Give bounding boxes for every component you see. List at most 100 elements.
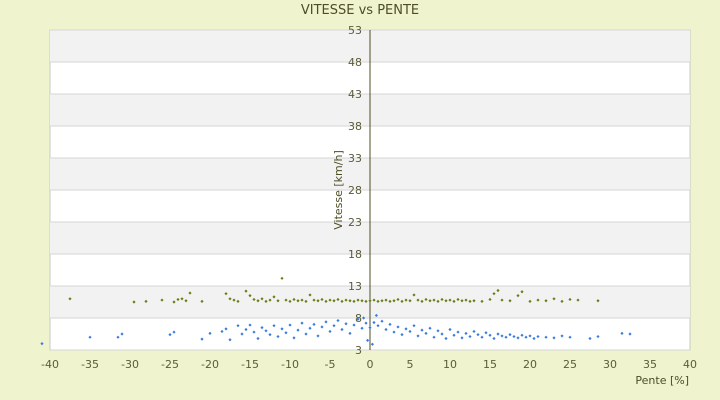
data-point-series-2: [524, 335, 528, 339]
data-point-series-2: [384, 327, 388, 332]
data-point-series-2: [324, 320, 328, 324]
data-point-series-2: [372, 320, 376, 325]
data-point-series-2: [468, 334, 472, 339]
data-point-series-1: [180, 297, 184, 301]
data-point-series-1: [376, 299, 380, 303]
data-point-series-2: [220, 329, 224, 334]
data-point-series-1: [468, 299, 472, 303]
data-point-series-2: [316, 334, 320, 338]
data-point-series-2: [208, 331, 212, 335]
data-point-series-1: [440, 297, 444, 302]
data-point-series-1: [236, 299, 240, 303]
data-point-series-2: [504, 335, 508, 339]
data-point-series-1: [372, 298, 376, 302]
data-point-series-1: [344, 298, 348, 302]
data-point-series-1: [256, 299, 260, 303]
data-point-series-1: [384, 298, 388, 302]
data-point-series-1: [460, 299, 464, 303]
x-tick-label: 10: [443, 358, 457, 371]
data-point-series-2: [304, 332, 308, 336]
data-point-series-1: [348, 299, 352, 303]
data-point-series-1: [356, 298, 360, 302]
data-point-series-2: [400, 333, 404, 337]
data-point-series-2: [516, 336, 520, 340]
data-point-series-2: [472, 329, 476, 334]
data-point-series-2: [256, 336, 260, 341]
x-tick-label: -30: [121, 358, 139, 371]
data-point-series-1: [408, 299, 412, 303]
data-point-series-1: [488, 297, 492, 302]
data-point-series-1: [172, 300, 176, 304]
data-point-series-1: [508, 299, 512, 303]
data-point-series-1: [544, 299, 548, 303]
data-point-series-2: [520, 333, 524, 337]
x-tick-label: 15: [483, 358, 497, 371]
data-point-series-1: [364, 299, 368, 303]
data-point-series-2: [240, 332, 244, 336]
data-point-series-2: [366, 338, 370, 342]
x-tick-label: -40: [41, 358, 59, 371]
data-point-series-1: [412, 293, 416, 297]
data-point-series-2: [260, 326, 264, 330]
data-point-series-2: [464, 331, 468, 335]
data-point-series-2: [264, 329, 268, 333]
data-point-series-2: [376, 324, 380, 328]
x-tick-label: 25: [563, 358, 577, 371]
x-tick-label: -35: [81, 358, 99, 371]
data-point-series-2: [276, 334, 280, 339]
data-point-series-1: [352, 299, 356, 303]
data-point-series-1: [200, 299, 204, 303]
data-point-series-1: [464, 298, 468, 302]
y-tick-label: 53: [348, 24, 362, 37]
data-point-series-2: [374, 313, 378, 318]
data-point-series-1: [264, 299, 268, 303]
y-tick-label: 18: [348, 248, 362, 261]
data-point-series-2: [424, 331, 428, 335]
data-point-series-2: [456, 330, 460, 334]
data-point-series-1: [296, 299, 300, 303]
data-point-series-2: [244, 327, 248, 332]
x-tick-label: 30: [603, 358, 617, 371]
data-point-series-1: [268, 298, 272, 302]
data-point-series-2: [588, 336, 592, 341]
data-point-series-1: [272, 295, 276, 299]
data-point-series-1: [224, 292, 228, 296]
y-axis-label: Vitesse [km/h]: [332, 150, 345, 230]
data-point-series-2: [452, 333, 456, 337]
data-point-series-2: [288, 323, 292, 327]
data-point-series-1: [472, 299, 476, 303]
data-point-series-1: [316, 299, 320, 303]
data-point-series-2: [388, 322, 392, 326]
data-point-series-2: [332, 324, 336, 328]
data-point-series-1: [244, 289, 248, 293]
data-point-series-2: [368, 326, 372, 330]
data-point-series-1: [492, 292, 496, 296]
data-point-series-1: [184, 299, 188, 303]
x-tick-label: 0: [367, 358, 374, 371]
data-point-series-2: [312, 322, 316, 326]
data-point-series-2: [476, 333, 480, 337]
data-point-series-2: [172, 330, 176, 334]
data-point-series-2: [248, 323, 252, 327]
data-point-series-2: [352, 323, 356, 327]
data-point-series-2: [568, 335, 572, 339]
x-tick-label: -15: [241, 358, 259, 371]
data-point-series-1: [424, 297, 428, 302]
data-point-series-2: [168, 333, 172, 337]
data-point-series-2: [292, 336, 296, 340]
data-point-series-2: [88, 335, 92, 339]
data-point-series-2: [488, 333, 492, 337]
data-point-series-2: [344, 322, 348, 326]
data-point-series-1: [396, 297, 400, 302]
x-tick-label: 20: [523, 358, 537, 371]
data-point-series-2: [460, 336, 464, 340]
data-point-series-1: [404, 298, 408, 302]
data-point-series-1: [496, 288, 500, 293]
data-point-series-1: [552, 297, 556, 301]
data-point-series-2: [560, 334, 564, 338]
data-point-series-1: [336, 297, 340, 302]
data-point-series-1: [456, 297, 460, 302]
y-tick-label: 33: [348, 152, 362, 165]
data-point-series-1: [448, 298, 452, 302]
